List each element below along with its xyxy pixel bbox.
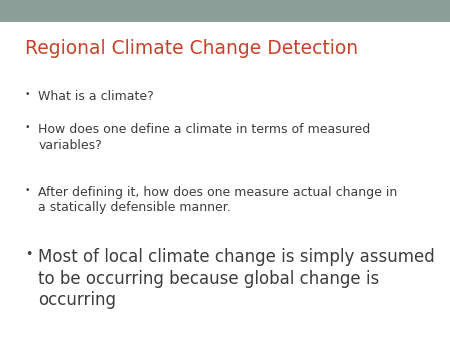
Text: Most of local climate change is simply assumed
to be occurring because global ch: Most of local climate change is simply a… bbox=[38, 248, 435, 309]
Bar bbox=[0, 0, 450, 22]
Text: After defining it, how does one measure actual change in
a statically defensible: After defining it, how does one measure … bbox=[38, 186, 397, 214]
Text: How does one define a climate in terms of measured
variables?: How does one define a climate in terms o… bbox=[38, 123, 370, 152]
Text: •: • bbox=[25, 186, 30, 195]
Text: •: • bbox=[25, 123, 30, 132]
Text: What is a climate?: What is a climate? bbox=[38, 90, 154, 102]
Text: Regional Climate Change Detection: Regional Climate Change Detection bbox=[25, 39, 358, 58]
Text: •: • bbox=[25, 90, 30, 99]
Text: •: • bbox=[25, 248, 32, 261]
